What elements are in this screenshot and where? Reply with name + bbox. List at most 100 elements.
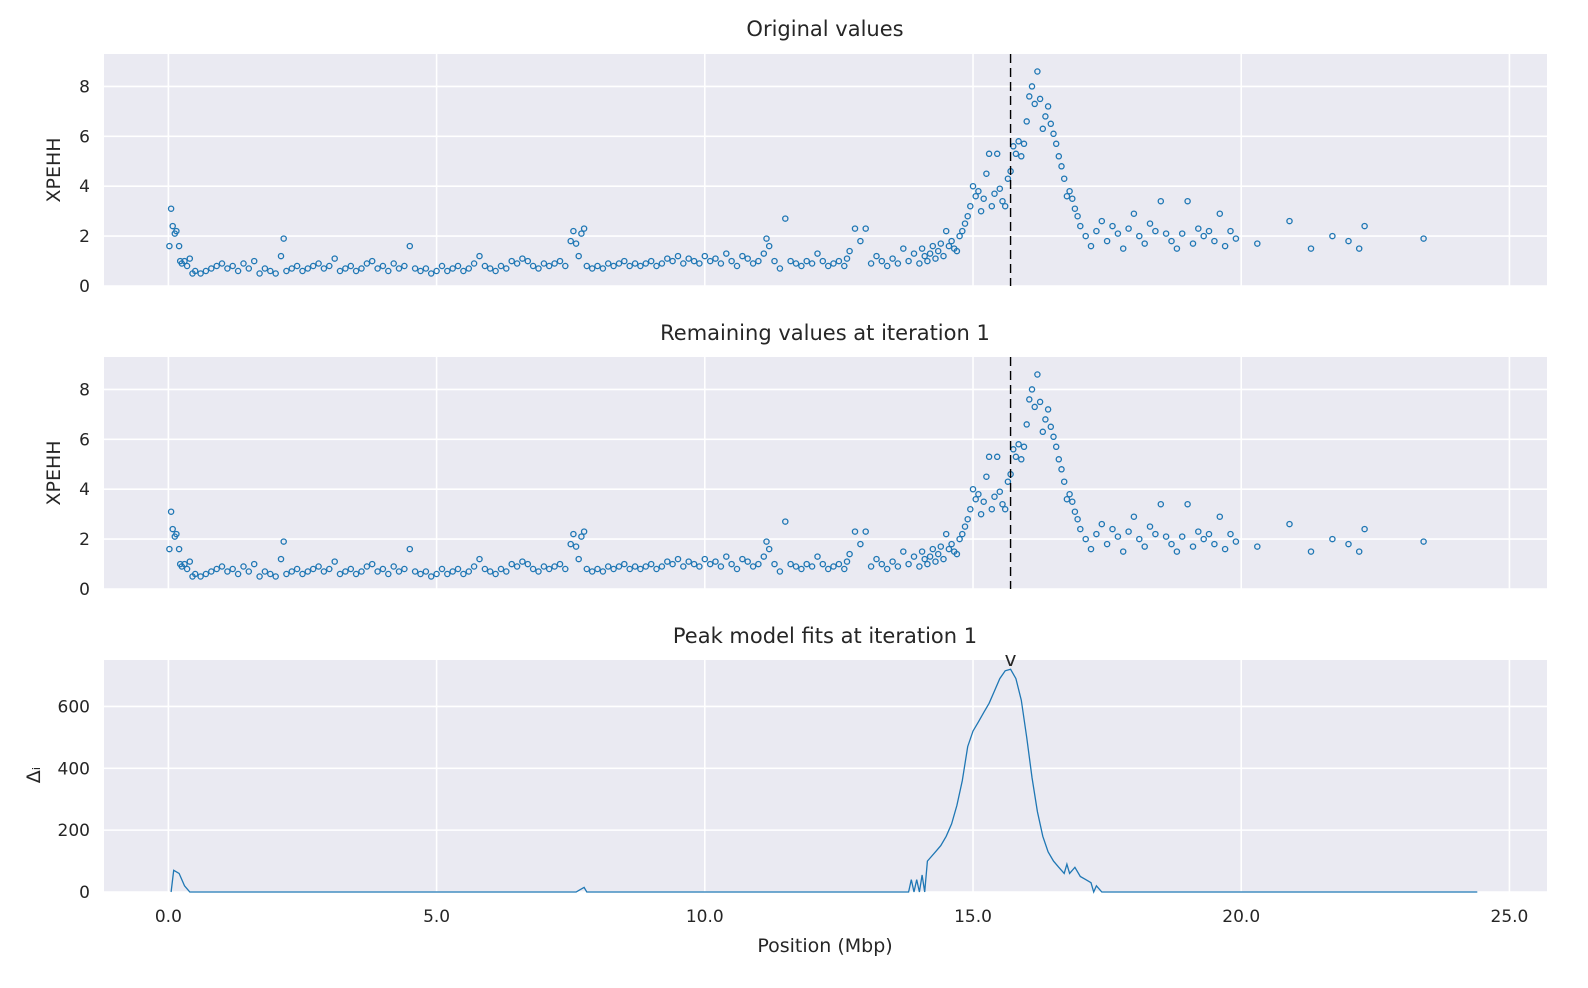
data-point bbox=[336, 570, 344, 578]
data-point bbox=[878, 560, 886, 568]
data-point bbox=[953, 247, 961, 255]
data-point bbox=[983, 170, 990, 177]
data-point bbox=[1195, 225, 1202, 232]
data-point bbox=[1077, 222, 1084, 230]
data-point bbox=[1039, 125, 1047, 133]
data-point bbox=[315, 563, 322, 570]
data-point bbox=[218, 563, 226, 570]
data-point bbox=[224, 568, 231, 575]
data-point bbox=[309, 565, 317, 573]
data-point bbox=[1063, 495, 1071, 503]
series-line bbox=[170, 668, 1478, 894]
data-point bbox=[867, 260, 875, 267]
data-point bbox=[760, 250, 768, 257]
data-point bbox=[1087, 545, 1095, 553]
data-point bbox=[637, 262, 644, 270]
data-point bbox=[280, 538, 287, 545]
x-axis-label: Position (Mbp) bbox=[757, 935, 892, 957]
data-point bbox=[1015, 441, 1022, 448]
data-point bbox=[841, 262, 848, 270]
data-point bbox=[934, 550, 942, 558]
data-point bbox=[843, 558, 851, 565]
data-point bbox=[647, 560, 655, 568]
data-point bbox=[183, 565, 191, 573]
y-tick-label: 4 bbox=[79, 480, 90, 500]
data-point bbox=[1034, 68, 1041, 75]
data-point bbox=[1157, 197, 1165, 205]
data-point bbox=[1125, 225, 1132, 232]
data-point bbox=[653, 262, 660, 270]
data-point bbox=[1361, 222, 1368, 230]
data-point bbox=[851, 528, 859, 535]
data-point bbox=[1146, 523, 1154, 530]
data-point bbox=[363, 260, 371, 267]
y-tick-label: 6 bbox=[79, 127, 90, 147]
data-point bbox=[562, 565, 569, 573]
data-point bbox=[283, 570, 290, 578]
data-point bbox=[580, 528, 588, 535]
panel-remaining-values: Remaining values at iteration 1 XPEHH 0 2… bbox=[43, 321, 1547, 600]
data-point bbox=[395, 568, 403, 575]
data-point bbox=[417, 570, 424, 578]
data-point bbox=[867, 563, 875, 570]
data-point bbox=[733, 262, 741, 270]
data-point bbox=[782, 215, 789, 222]
data-point bbox=[1130, 513, 1138, 520]
data-point bbox=[476, 555, 483, 563]
data-point bbox=[967, 202, 974, 210]
data-point bbox=[808, 563, 816, 570]
data-point bbox=[862, 225, 869, 232]
data-point bbox=[900, 548, 907, 555]
data-point bbox=[1109, 222, 1116, 230]
data-point bbox=[519, 255, 526, 262]
data-point bbox=[594, 262, 601, 270]
data-point bbox=[578, 533, 585, 540]
data-point bbox=[486, 568, 494, 575]
data-point bbox=[642, 563, 650, 570]
data-point bbox=[572, 240, 580, 247]
data-point bbox=[1058, 163, 1065, 170]
data-point bbox=[857, 540, 864, 548]
data-point bbox=[1216, 210, 1224, 217]
data-point bbox=[508, 560, 515, 568]
data-point bbox=[631, 260, 639, 267]
data-point bbox=[229, 262, 236, 270]
data-point bbox=[733, 565, 741, 573]
y-tick-label: 0 bbox=[79, 883, 90, 903]
data-point bbox=[873, 555, 880, 563]
y-tick-label: 8 bbox=[79, 77, 90, 97]
data-point bbox=[508, 257, 515, 265]
data-point bbox=[1077, 525, 1084, 533]
data-point bbox=[744, 255, 751, 262]
data-point bbox=[1023, 118, 1030, 125]
y-tick-label: 6 bbox=[79, 430, 90, 450]
data-point bbox=[1200, 232, 1207, 240]
data-point bbox=[948, 237, 955, 245]
plot-area bbox=[104, 54, 1547, 286]
data-point bbox=[513, 260, 521, 267]
data-point bbox=[175, 545, 183, 553]
data-point bbox=[905, 560, 912, 568]
data-point bbox=[824, 565, 832, 573]
data-point bbox=[910, 250, 918, 257]
data-point bbox=[999, 500, 1006, 508]
data-point bbox=[572, 543, 580, 550]
data-point bbox=[1071, 508, 1079, 515]
data-point bbox=[956, 535, 963, 543]
data-point bbox=[1307, 548, 1315, 555]
data-point bbox=[1028, 83, 1036, 90]
data-point bbox=[792, 260, 800, 267]
data-point bbox=[169, 525, 176, 533]
data-point bbox=[835, 560, 843, 568]
data-point bbox=[1200, 535, 1207, 543]
data-point bbox=[1173, 245, 1181, 252]
data-point bbox=[889, 255, 896, 262]
data-point bbox=[1221, 545, 1229, 553]
data-point bbox=[937, 240, 945, 247]
data-point bbox=[1063, 192, 1071, 200]
data-point bbox=[1050, 433, 1057, 441]
data-point bbox=[293, 262, 301, 270]
data-point bbox=[680, 563, 687, 570]
data-point bbox=[304, 568, 312, 575]
data-point bbox=[1211, 540, 1218, 548]
